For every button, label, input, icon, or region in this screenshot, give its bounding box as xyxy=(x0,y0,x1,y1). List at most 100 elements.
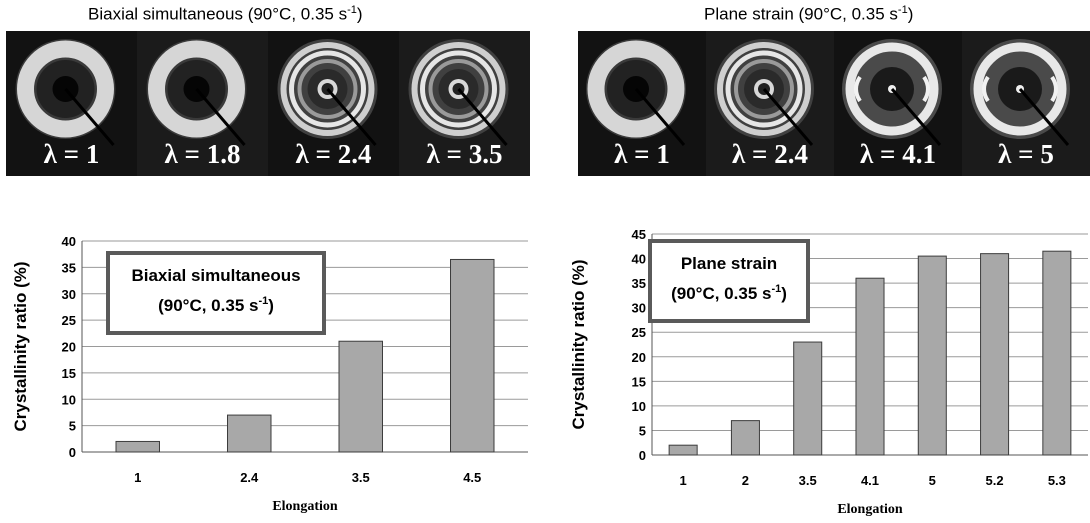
diffraction-pattern: λ = 1 xyxy=(6,31,137,176)
beam-stop-arm xyxy=(195,88,246,146)
chart-label-line2: (90°C, 0.35 s-1) xyxy=(158,295,274,315)
stretch-ratio-label: λ = 1 xyxy=(614,139,670,169)
beam-stop-arm xyxy=(890,88,942,146)
x-tick-label: 5.2 xyxy=(986,473,1004,488)
chart-label-line2: (90°C, 0.35 s-1) xyxy=(671,283,787,303)
x-tick-label: 2 xyxy=(742,473,749,488)
crystallinity-chart-biaxial: 0 5 10 15 20 25 30 35 40 1 2.4 3.5 4.5 Elongation Crys… xyxy=(11,234,528,514)
diffraction-pattern: λ = 2.4 xyxy=(268,31,399,176)
x-tick-label: 1 xyxy=(134,470,141,485)
beam-stop-arm xyxy=(634,88,686,146)
stretch-ratio-label: λ = 1.8 xyxy=(165,139,241,169)
y-tick-label: 35 xyxy=(632,276,646,291)
strip-title-biaxial: Biaxial simultaneous (90°C, 0.35 s-1) xyxy=(88,4,363,24)
diffraction-arc xyxy=(982,75,990,103)
y-tick-label: 5 xyxy=(69,419,76,434)
amorphous-ring xyxy=(587,40,685,138)
bar xyxy=(338,340,383,453)
x-tick-label: 4.1 xyxy=(861,473,879,488)
y-tick-label: 10 xyxy=(62,392,76,407)
x-tick-label: 5.3 xyxy=(1048,473,1066,488)
y-tick-label: 15 xyxy=(632,374,646,389)
chart-label-box xyxy=(106,251,326,335)
diffraction-pattern: λ = 2.4 xyxy=(706,31,834,176)
x-tick-label: 5 xyxy=(929,473,936,488)
strip-title-plane-strain: Plane strain (90°C, 0.35 s-1) xyxy=(704,4,914,24)
x-tick-label: 4.5 xyxy=(463,470,481,485)
y-tick-label: 5 xyxy=(639,423,646,438)
stretch-ratio-label: λ = 1 xyxy=(44,139,100,169)
y-axis-label: Crystallinity ratio (%) xyxy=(11,261,30,431)
y-tick-label: 40 xyxy=(632,252,646,267)
stretch-ratio-label: λ = 2.4 xyxy=(732,139,808,169)
beam-stop-arm xyxy=(64,88,115,146)
bar xyxy=(917,255,947,456)
crystal-ring xyxy=(845,42,939,136)
bar xyxy=(855,277,885,456)
diffraction-pattern: λ = 1.8 xyxy=(137,31,268,176)
chart-label-line1: Biaxial simultaneous xyxy=(131,266,300,285)
stretch-ratio-label: λ = 2.4 xyxy=(296,139,372,169)
bar xyxy=(450,258,495,453)
diffraction-arc xyxy=(1050,75,1058,103)
stretch-ratio-label: λ = 3.5 xyxy=(427,139,503,169)
bar xyxy=(1042,250,1072,456)
y-tick-label: 0 xyxy=(69,445,76,460)
amorphous-ring xyxy=(148,40,245,138)
x-axis-label: Elongation xyxy=(837,502,903,517)
crystal-ring xyxy=(725,50,803,128)
x-axis-label: Elongation xyxy=(272,499,338,514)
y-tick-label: 30 xyxy=(632,301,646,316)
diffraction-pattern: λ = 3.5 xyxy=(399,31,530,176)
y-tick-label: 0 xyxy=(639,448,646,463)
chart-label-box xyxy=(648,239,810,323)
x-tick-label: 1 xyxy=(680,473,687,488)
y-tick-label: 20 xyxy=(62,340,76,355)
diffraction-pattern: λ = 4.1 xyxy=(834,31,962,176)
crystal-ring xyxy=(297,59,358,119)
bar xyxy=(793,341,823,456)
beam-stop-arm xyxy=(1018,88,1070,146)
diffraction-arc xyxy=(854,75,862,103)
amorphous-ring xyxy=(17,40,114,138)
y-tick-label: 10 xyxy=(632,399,646,414)
y-tick-label: 45 xyxy=(632,227,646,242)
crystal-ring xyxy=(411,42,506,136)
chart-label-line1: Plane strain xyxy=(681,254,777,273)
pattern-strip-biaxial: λ = 1 λ = 1.8 λ = 2.4 λ = 3.5 xyxy=(6,31,530,176)
beam-stop-arm xyxy=(326,88,377,146)
diffraction-pattern: λ = 5 xyxy=(962,31,1090,176)
stretch-ratio-label: λ = 5 xyxy=(998,139,1054,169)
crystal-ring xyxy=(428,59,489,119)
bar xyxy=(668,444,698,456)
y-tick-label: 35 xyxy=(62,260,76,275)
y-axis-label: Crystallinity ratio (%) xyxy=(569,259,588,429)
crystal-ring xyxy=(420,50,497,128)
crystal-ring xyxy=(973,42,1067,136)
x-tick-label: 3.5 xyxy=(352,470,370,485)
y-tick-label: 30 xyxy=(62,287,76,302)
pattern-strip-svg: λ = 1 λ = 2.4 λ = 4.1 λ = 5 xyxy=(578,31,1090,176)
diffraction-pattern: λ = 1 xyxy=(578,31,706,176)
diffraction-arc xyxy=(922,75,930,103)
x-tick-label: 2.4 xyxy=(240,470,259,485)
bar xyxy=(730,420,760,456)
crystal-ring xyxy=(289,50,366,128)
bar xyxy=(980,253,1010,456)
bar xyxy=(115,440,160,453)
pattern-strip-plane-strain: λ = 1 λ = 2.4 λ = 4.1 λ = 5 xyxy=(578,31,1090,176)
crystal-ring xyxy=(734,59,794,119)
bar xyxy=(227,414,272,453)
y-tick-label: 25 xyxy=(62,313,76,328)
y-tick-label: 20 xyxy=(632,350,646,365)
x-tick-label: 3.5 xyxy=(799,473,817,488)
y-tick-label: 25 xyxy=(632,325,646,340)
crystal-ring xyxy=(717,42,811,136)
y-tick-label: 40 xyxy=(62,234,76,249)
stretch-ratio-label: λ = 4.1 xyxy=(860,139,936,169)
crystal-ring xyxy=(280,42,375,136)
beam-stop-arm xyxy=(762,88,814,146)
pattern-strip-svg: λ = 1 λ = 1.8 λ = 2.4 λ = 3.5 xyxy=(6,31,530,176)
crystallinity-chart-plane-strain: 0 5 10 15 20 25 30 35 40 45 1 2 3.5 4.1 5 5.2 5.3 Elongat… xyxy=(569,227,1088,517)
y-tick-label: 15 xyxy=(62,366,76,381)
